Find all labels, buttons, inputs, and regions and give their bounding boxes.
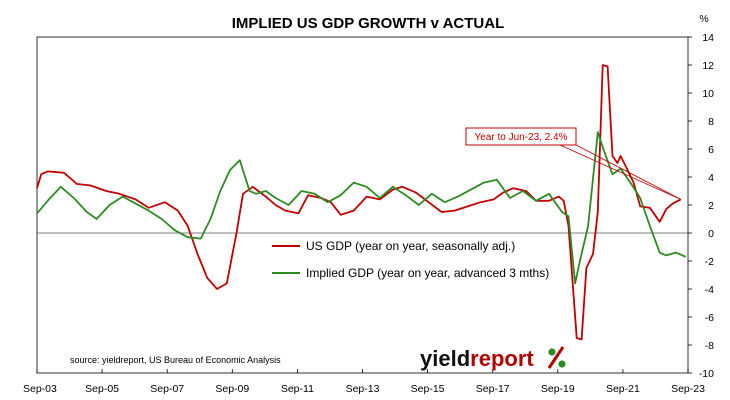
- logo-text-report: report: [470, 346, 534, 371]
- x-tick-label: Sep-19: [541, 383, 575, 395]
- callout-pointer-1: [559, 144, 682, 200]
- yieldreport-logo: yieldreport: [420, 346, 566, 371]
- y-tick-label: 10: [702, 88, 714, 100]
- y-unit-label: %: [699, 13, 708, 25]
- legend-label-us-gdp: US GDP (year on year, seasonally adj.): [306, 239, 515, 253]
- logo-text-yield: yield: [420, 346, 470, 371]
- y-tick-label: 8: [708, 116, 714, 128]
- callout: Year to Jun-23, 2.4%: [465, 127, 682, 200]
- y-tick-label: 12: [702, 60, 714, 72]
- chart-title: IMPLIED US GDP GROWTH v ACTUAL: [232, 15, 505, 32]
- x-tick-label: Sep-13: [346, 383, 380, 395]
- y-axis: 14 12 10 8 6 4 2 0 -2 -4 -6 -8 -10: [688, 32, 714, 380]
- legend: US GDP (year on year, seasonally adj.) I…: [272, 239, 549, 280]
- y-tick-label: 2: [708, 200, 714, 212]
- percent-icon: [547, 346, 566, 369]
- callout-text: Year to Jun-23, 2.4%: [474, 132, 567, 143]
- x-tick-label: Sep-03: [23, 383, 57, 395]
- x-tick-label: Sep-21: [606, 383, 640, 395]
- series-line-us-gdp: [36, 64, 682, 341]
- x-tick-label: Sep-23: [671, 383, 705, 395]
- x-tick-label: Sep-15: [411, 383, 445, 395]
- y-tick-label: -4: [705, 284, 714, 296]
- x-tick-label: Sep-11: [281, 383, 314, 395]
- source-note: source: yieldreport, US Bureau of Econom…: [70, 355, 281, 365]
- series-layer: [36, 64, 687, 341]
- x-axis: Sep-03 Sep-05 Sep-07 Sep-09 Sep-11 Sep-13 Sep-…: [23, 369, 705, 395]
- y-tick-label: 0: [708, 228, 714, 240]
- y-tick-label: -6: [705, 312, 714, 324]
- y-tick-label: -8: [705, 340, 714, 352]
- y-tick-label: 4: [708, 172, 714, 184]
- y-tick-label: 14: [702, 32, 714, 44]
- series-line-implied-gdp: [36, 131, 687, 285]
- y-tick-label: 6: [708, 144, 714, 156]
- callout-box: [465, 127, 577, 146]
- y-tick-label: -2: [705, 256, 714, 268]
- x-tick-label: Sep-07: [150, 383, 184, 395]
- y-tick-label: -10: [699, 368, 714, 380]
- x-tick-label: Sep-05: [85, 383, 119, 395]
- logo-wordmark: yieldreport: [420, 346, 534, 371]
- x-tick-label: Sep-17: [476, 383, 510, 395]
- callout-pointer-2: [575, 144, 682, 200]
- legend-label-implied-gdp: Implied GDP (year on year, advanced 3 mt…: [306, 266, 549, 280]
- x-tick-label: Sep-09: [215, 383, 249, 395]
